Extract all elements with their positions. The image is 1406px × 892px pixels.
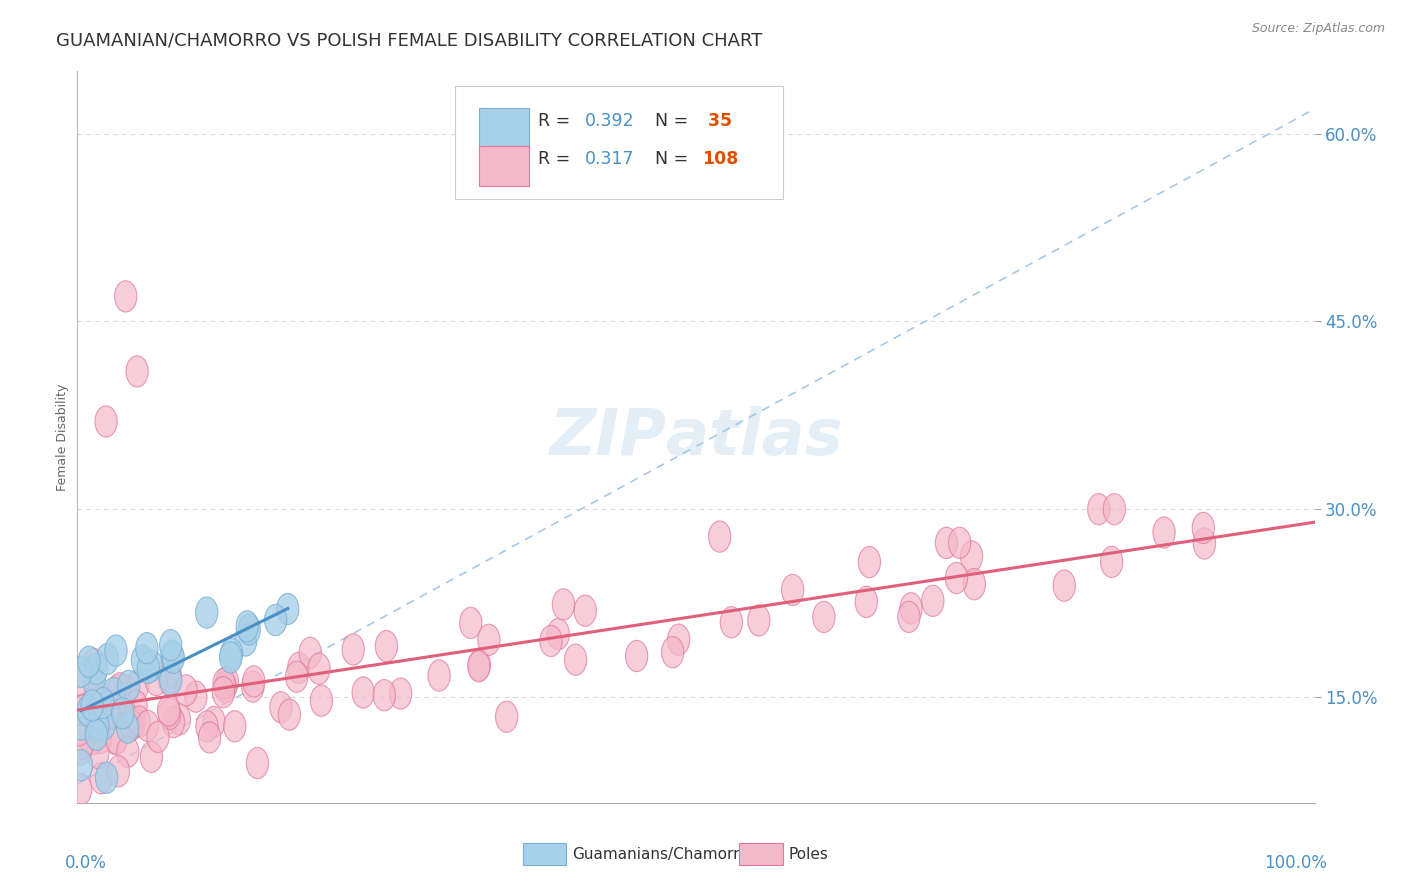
FancyBboxPatch shape (479, 108, 529, 148)
FancyBboxPatch shape (523, 843, 567, 865)
Text: 108: 108 (702, 150, 738, 168)
Text: N =: N = (655, 112, 695, 129)
Text: 0.0%: 0.0% (65, 854, 107, 872)
Text: R =: R = (537, 150, 575, 168)
Text: Poles: Poles (789, 847, 828, 862)
Text: 100.0%: 100.0% (1264, 854, 1327, 872)
Text: N =: N = (655, 150, 695, 168)
Text: 0.392: 0.392 (585, 112, 634, 129)
FancyBboxPatch shape (740, 843, 783, 865)
Text: R =: R = (537, 112, 575, 129)
Text: 0.317: 0.317 (585, 150, 634, 168)
Text: Source: ZipAtlas.com: Source: ZipAtlas.com (1251, 22, 1385, 36)
Text: Guamanians/Chamorros: Guamanians/Chamorros (572, 847, 756, 862)
Y-axis label: Female Disability: Female Disability (56, 384, 69, 491)
Text: ZIP​atlas: ZIP​atlas (550, 406, 842, 468)
FancyBboxPatch shape (479, 146, 529, 186)
FancyBboxPatch shape (454, 86, 783, 200)
Text: 35: 35 (702, 112, 733, 129)
Text: GUAMANIAN/CHAMORRO VS POLISH FEMALE DISABILITY CORRELATION CHART: GUAMANIAN/CHAMORRO VS POLISH FEMALE DISA… (56, 31, 762, 49)
